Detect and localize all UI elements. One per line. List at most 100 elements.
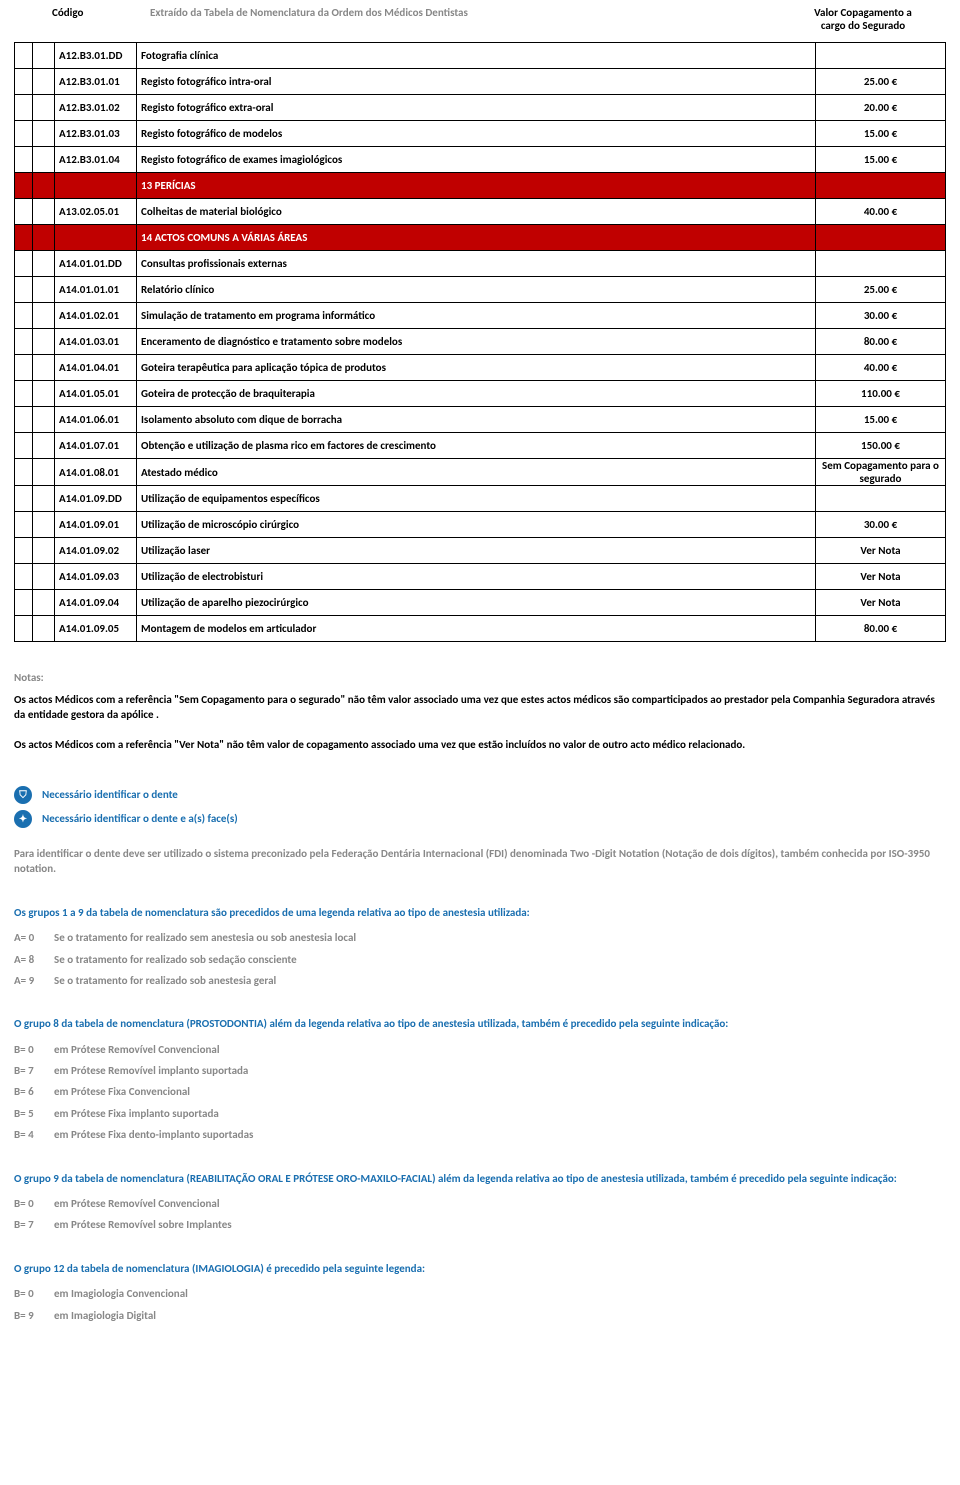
cell-code: A14.01.09.04 xyxy=(55,590,137,616)
legend-row: B= 4em Prótese Fixa dento-implanto supor… xyxy=(14,1127,946,1142)
cell-val xyxy=(816,251,946,277)
pricing-table: A12.B3.01.DDFotografia clínicaA12.B3.01.… xyxy=(14,42,946,642)
cell-desc: Utilização de microscópio cirúrgico xyxy=(137,512,816,538)
cell-blank1 xyxy=(15,303,33,329)
cell-blank1 xyxy=(15,329,33,355)
cell-blank1 xyxy=(15,121,33,147)
cell-blank1 xyxy=(15,512,33,538)
tooth-icon: ⛉ xyxy=(14,786,32,804)
cell-val: 80.00 € xyxy=(816,616,946,642)
cell-val: 30.00 € xyxy=(816,512,946,538)
legend-row: A= 8Se o tratamento for realizado sob se… xyxy=(14,952,946,967)
cell-blank2 xyxy=(33,381,55,407)
cell-desc: Enceramento de diagnóstico e tratamento … xyxy=(137,329,816,355)
cell-blank2 xyxy=(33,199,55,225)
cell-code: A14.01.05.01 xyxy=(55,381,137,407)
cell-blank2 xyxy=(33,486,55,512)
cell-blank2 xyxy=(33,329,55,355)
cell-blank2 xyxy=(33,616,55,642)
table-row: A14.01.05.01Goteira de protecção de braq… xyxy=(15,381,946,407)
cell-blank2 xyxy=(33,147,55,173)
legend-key: A= 0 xyxy=(14,930,54,945)
legend-row: A= 9Se o tratamento for realizado sob an… xyxy=(14,973,946,988)
legend-key: B= 0 xyxy=(14,1042,54,1057)
cell-desc: Isolamento absoluto com dique de borrach… xyxy=(137,407,816,433)
legend-key: A= 8 xyxy=(14,952,54,967)
cell-code: A12.B3.01.04 xyxy=(55,147,137,173)
cell-desc: Utilização de aparelho piezocirúrgico xyxy=(137,590,816,616)
legend-b8-table: B= 0em Prótese Removível Convencional B= … xyxy=(14,1042,946,1143)
table-row: A14.01.06.01Isolamento absoluto com diqu… xyxy=(15,407,946,433)
cell-desc: Goteira de protecção de braquiterapia xyxy=(137,381,816,407)
table-row: A14.01.09.03Utilização de electrobisturi… xyxy=(15,564,946,590)
cell-code: A14.01.06.01 xyxy=(55,407,137,433)
table-row: A14.01.09.04Utilização de aparelho piezo… xyxy=(15,590,946,616)
cell-blank1 xyxy=(15,564,33,590)
table-row: A14.01.01.01Relatório clínico25.00 € xyxy=(15,277,946,303)
cell-val: 150.00 € xyxy=(816,433,946,459)
cell-desc: Fotografia clínica xyxy=(137,43,816,69)
blue-heading-1: Os grupos 1 a 9 da tabela de nomenclatur… xyxy=(14,905,946,920)
cell-code: A14.01.01.01 xyxy=(55,277,137,303)
legend-a-table: A= 0Se o tratamento for realizado sem an… xyxy=(14,930,946,988)
cell-blank2 xyxy=(33,564,55,590)
table-row: A12.B3.01.02Registo fotográfico extra-or… xyxy=(15,95,946,121)
cell-val: Sem Copagamento para o segurado xyxy=(816,459,946,486)
notes-section: Notas: Os actos Médicos com a referência… xyxy=(0,642,960,1323)
cell-desc: Registo fotográfico intra-oral xyxy=(137,69,816,95)
cell-val: 25.00 € xyxy=(816,277,946,303)
cell-code: A14.01.09.05 xyxy=(55,616,137,642)
cell-blank2 xyxy=(33,590,55,616)
blue-heading-4: O grupo 12 da tabela de nomenclatura (IM… xyxy=(14,1261,946,1276)
cell-code: A12.B3.01.01 xyxy=(55,69,137,95)
cell-blank2 xyxy=(33,121,55,147)
table-row: A14.01.01.DDConsultas profissionais exte… xyxy=(15,251,946,277)
cell-blank2 xyxy=(33,225,55,251)
table-row: A12.B3.01.01Registo fotográfico intra-or… xyxy=(15,69,946,95)
cell-val: Ver Nota xyxy=(816,538,946,564)
notes-para-2: Os actos Médicos com a referência "Ver N… xyxy=(14,737,946,752)
cell-desc: Consultas profissionais externas xyxy=(137,251,816,277)
cell-blank2 xyxy=(33,43,55,69)
legend-row: B= 7em Prótese Removível implanto suport… xyxy=(14,1063,946,1078)
cell-blank1 xyxy=(15,199,33,225)
blue-heading-2: O grupo 8 da tabela de nomenclatura (PRO… xyxy=(14,1016,946,1031)
cell-val xyxy=(816,225,946,251)
cell-val: Ver Nota xyxy=(816,590,946,616)
section-row: 13 PERÍCIAS xyxy=(15,173,946,199)
legend-key: B= 0 xyxy=(14,1196,54,1211)
cell-blank1 xyxy=(15,43,33,69)
cell-code xyxy=(55,173,137,199)
cell-blank1 xyxy=(15,538,33,564)
cell-blank2 xyxy=(33,407,55,433)
cell-code: A14.01.09.02 xyxy=(55,538,137,564)
cell-val: 30.00 € xyxy=(816,303,946,329)
legend-value: em Prótese Removível Convencional xyxy=(54,1196,220,1211)
table-row: A14.01.09.01Utilização de microscópio ci… xyxy=(15,512,946,538)
cell-desc: Colheitas de material biológico xyxy=(137,199,816,225)
legend-row: B= 6em Prótese Fixa Convencional xyxy=(14,1084,946,1099)
cell-code: A14.01.04.01 xyxy=(55,355,137,381)
cell-blank2 xyxy=(33,433,55,459)
cell-val: 15.00 € xyxy=(816,121,946,147)
table-row: A12.B3.01.DDFotografia clínica xyxy=(15,43,946,69)
cell-desc: Obtenção e utilização de plasma rico em … xyxy=(137,433,816,459)
table-row: A14.01.07.01Obtenção e utilização de pla… xyxy=(15,433,946,459)
cell-desc: 14 ACTOS COMUNS A VÁRIAS ÁREAS xyxy=(137,225,816,251)
cell-blank1 xyxy=(15,251,33,277)
cell-blank2 xyxy=(33,538,55,564)
blue-heading-3: O grupo 9 da tabela de nomenclatura (REA… xyxy=(14,1171,946,1186)
cell-blank2 xyxy=(33,251,55,277)
table-row: A14.01.02.01Simulação de tratamento em p… xyxy=(15,303,946,329)
legend-value: em Prótese Fixa Convencional xyxy=(54,1084,190,1099)
legend-row: B= 5em Prótese Fixa implanto suportada xyxy=(14,1106,946,1121)
legend-tooth-face-label: Necessário identificar o dente e a(s) fa… xyxy=(42,811,238,826)
legend-key: B= 7 xyxy=(14,1217,54,1232)
cell-blank1 xyxy=(15,486,33,512)
table-row: A12.B3.01.04Registo fotográfico de exame… xyxy=(15,147,946,173)
legend-value: em Prótese Removível Convencional xyxy=(54,1042,220,1057)
cell-blank1 xyxy=(15,355,33,381)
legend-tooth-icon-row: ⛉ Necessário identificar o dente xyxy=(14,786,946,804)
cell-blank2 xyxy=(33,512,55,538)
cell-desc: Registo fotográfico de modelos xyxy=(137,121,816,147)
